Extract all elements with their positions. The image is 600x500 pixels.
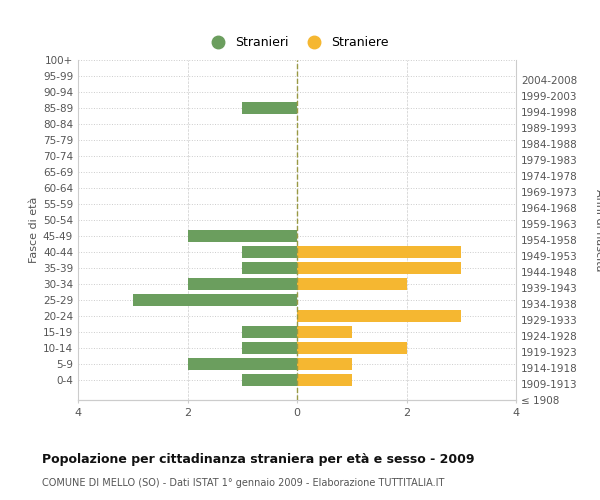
Bar bbox=[297, 374, 352, 386]
Bar bbox=[242, 342, 297, 354]
Bar bbox=[187, 358, 297, 370]
Bar bbox=[297, 342, 407, 354]
Legend: Stranieri, Straniere: Stranieri, Straniere bbox=[202, 32, 392, 52]
Bar bbox=[297, 262, 461, 274]
Bar bbox=[242, 374, 297, 386]
Bar bbox=[187, 230, 297, 242]
Bar bbox=[297, 326, 352, 338]
Bar bbox=[297, 358, 352, 370]
Bar bbox=[242, 102, 297, 114]
Bar bbox=[187, 278, 297, 290]
Bar bbox=[297, 246, 461, 258]
Y-axis label: Fasce di età: Fasce di età bbox=[29, 197, 39, 263]
Bar bbox=[297, 278, 407, 290]
Bar bbox=[242, 326, 297, 338]
Bar bbox=[242, 246, 297, 258]
Bar bbox=[242, 262, 297, 274]
Bar bbox=[133, 294, 297, 306]
Text: Popolazione per cittadinanza straniera per età e sesso - 2009: Popolazione per cittadinanza straniera p… bbox=[42, 452, 475, 466]
Text: COMUNE DI MELLO (SO) - Dati ISTAT 1° gennaio 2009 - Elaborazione TUTTITALIA.IT: COMUNE DI MELLO (SO) - Dati ISTAT 1° gen… bbox=[42, 478, 445, 488]
Bar bbox=[297, 310, 461, 322]
Y-axis label: Anni di nascita: Anni di nascita bbox=[594, 188, 600, 271]
